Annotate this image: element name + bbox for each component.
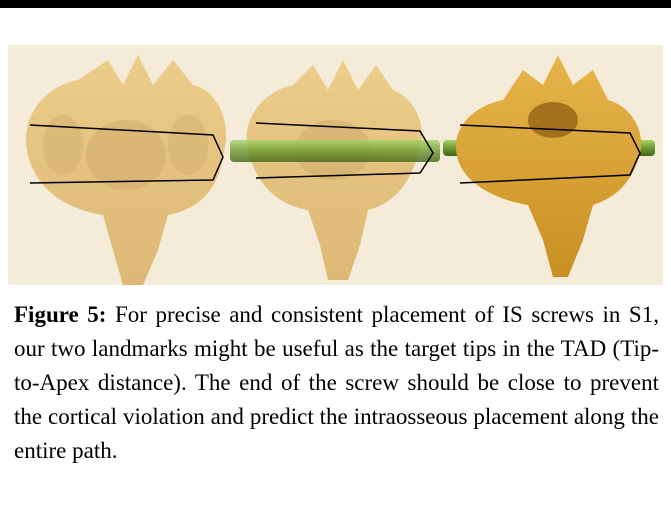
figure-image <box>8 45 663 285</box>
figure-label: Figure 5: <box>14 302 106 327</box>
sacrum-opaque <box>456 55 641 277</box>
sacrum-translucent <box>26 55 226 285</box>
figure-caption: Figure 5: For precise and consistent pla… <box>14 298 659 468</box>
screw-rod <box>230 140 440 162</box>
page: {"figure": {"label": "Figure 5:", "capti… <box>0 0 671 514</box>
caption-text: For precise and consistent placement of … <box>14 302 659 463</box>
sacrum-translucent-rod <box>247 60 422 280</box>
top-rule <box>0 0 671 8</box>
